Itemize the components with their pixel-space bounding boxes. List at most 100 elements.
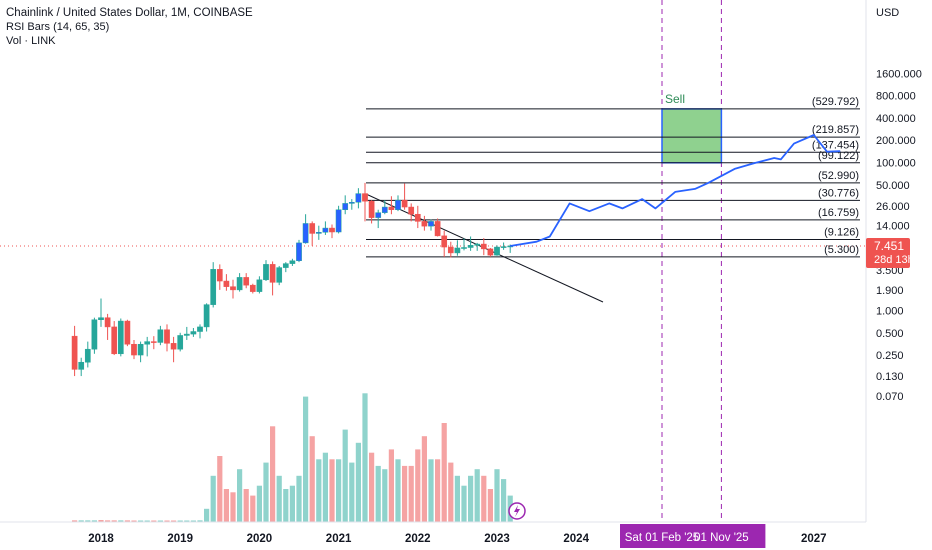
candles xyxy=(71,182,514,377)
volume-bar xyxy=(454,475,460,522)
candle-body xyxy=(421,221,428,227)
candle-body xyxy=(256,279,263,292)
volume-bar xyxy=(375,465,381,522)
candle-body xyxy=(170,343,177,350)
price-tick-label: 1.000 xyxy=(876,306,904,318)
candle-body xyxy=(500,246,507,248)
candle-body xyxy=(84,348,91,363)
candle-body xyxy=(269,264,276,283)
time-tick-label: 2019 xyxy=(167,533,193,545)
volume-bar xyxy=(131,520,137,522)
candle-body xyxy=(315,232,322,234)
sell-zone[interactable]: Sell xyxy=(661,92,723,164)
volume-bar xyxy=(329,459,335,522)
indicator-rsi-bars[interactable]: RSI Bars (14, 65, 35) xyxy=(6,21,110,33)
candle-body xyxy=(335,209,342,233)
volume-bar xyxy=(190,520,196,522)
volume-bar xyxy=(217,456,223,522)
candle-body xyxy=(91,319,98,350)
symbol-title[interactable]: Chainlink / United States Dollar, 1M, CO… xyxy=(6,7,253,19)
candle-body xyxy=(296,242,302,262)
candle-body xyxy=(441,235,448,248)
volume-bar xyxy=(270,426,276,522)
candle-body xyxy=(249,284,256,292)
fib-levels[interactable]: (529.792)(219.857)(137.454)(99.122)(52.9… xyxy=(366,96,860,258)
candle-body xyxy=(381,206,388,213)
time-axis[interactable]: 2018 2019 2020 2021 2022 2023 2024 2027 Sat 01 F… xyxy=(0,521,932,550)
volume-bar xyxy=(157,520,163,522)
fib-level-label: (30.776) xyxy=(818,187,859,199)
candle-body xyxy=(137,343,144,356)
volume-bar xyxy=(105,520,111,522)
candle-body xyxy=(362,193,368,202)
sell-label: Sell xyxy=(665,92,685,106)
volume-bar xyxy=(184,520,190,522)
time-tick-label: 2021 xyxy=(326,533,352,545)
volume-bar xyxy=(501,479,507,522)
volume-bar xyxy=(388,449,394,522)
candle-body xyxy=(71,335,78,370)
indicator-volume[interactable]: Vol · LINK xyxy=(6,35,56,47)
price-tick-label: 0.500 xyxy=(876,328,904,340)
volume-bar xyxy=(474,469,480,522)
volume-bar xyxy=(289,485,295,522)
candle-body xyxy=(467,245,474,248)
price-tick-label: 800.000 xyxy=(876,91,916,103)
candle-body xyxy=(111,326,118,355)
price-axis-unit: USD xyxy=(876,7,899,19)
price-tick-label: 400.000 xyxy=(876,113,916,125)
volume-bar xyxy=(316,459,322,522)
volume-bar xyxy=(428,459,434,522)
volume-bar xyxy=(250,495,256,522)
volume-bar xyxy=(382,469,388,522)
marker-date-start: Sat 01 Feb '25 xyxy=(625,532,699,544)
volume-bar xyxy=(336,459,342,522)
fib-level-label: (9.126) xyxy=(824,226,859,238)
candle-body xyxy=(401,199,408,208)
volume-bar xyxy=(296,475,302,522)
volume-bar xyxy=(342,429,348,522)
volume-bar xyxy=(72,520,78,522)
price-tick-label: 200.000 xyxy=(876,135,916,147)
volume-bar xyxy=(256,485,262,522)
candle-body xyxy=(428,221,434,227)
volume-bar xyxy=(144,520,150,522)
volume-bar xyxy=(263,462,269,522)
volume-bar xyxy=(210,475,216,522)
volume-bar xyxy=(85,520,91,522)
price-tick-label: 0.070 xyxy=(876,391,904,403)
projection-path[interactable] xyxy=(510,134,841,247)
price-tick-label: 0.250 xyxy=(876,350,904,362)
volume-bar xyxy=(355,442,361,522)
marker-date-end: 01 Nov '25 xyxy=(694,532,749,544)
volume-bar xyxy=(164,520,170,522)
candle-body xyxy=(230,286,236,291)
candle-body xyxy=(263,264,269,281)
fib-level-label: (16.759) xyxy=(818,207,859,219)
time-axis-bg xyxy=(0,522,932,550)
volume-bar xyxy=(421,436,427,522)
volume-bar xyxy=(111,520,117,522)
candle-body xyxy=(342,203,349,210)
candle-body xyxy=(368,200,375,218)
candle-body xyxy=(289,260,296,264)
fib-level-label: (99.122) xyxy=(818,150,859,162)
volume-bar xyxy=(448,462,454,522)
time-tick-label: 2023 xyxy=(484,533,510,545)
candle-body xyxy=(302,223,309,244)
fib-level-label: (529.792) xyxy=(812,96,859,108)
candle-body xyxy=(144,341,151,345)
time-tick-label: 2024 xyxy=(563,533,589,545)
candle-body xyxy=(117,320,124,355)
volume-bar xyxy=(322,452,328,522)
candle-body xyxy=(177,335,184,350)
volume-bar xyxy=(369,452,375,522)
lightning-glyph xyxy=(514,505,520,517)
candle-body xyxy=(197,326,203,332)
volume-bar xyxy=(118,520,124,522)
volume-bar xyxy=(98,520,104,522)
candle-body xyxy=(454,247,461,254)
volume-bar xyxy=(177,520,183,522)
price-axis[interactable]: USD 1600.000 800.000 400.000 200.000 100.000 5… xyxy=(865,0,932,550)
